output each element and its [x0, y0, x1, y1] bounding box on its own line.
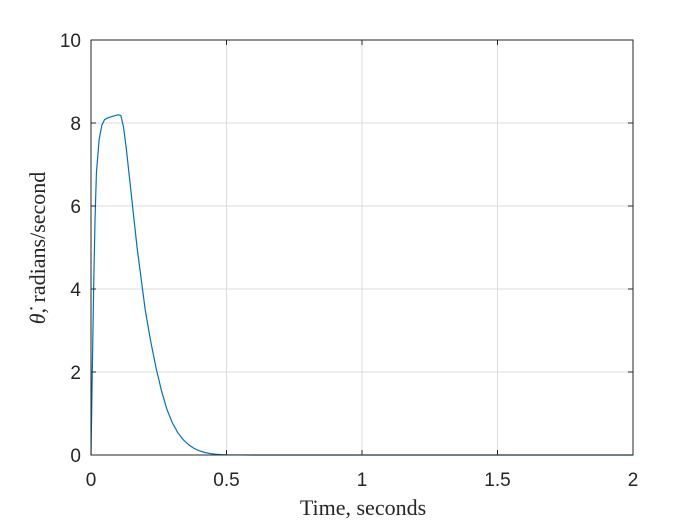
- y-tick-label: 2: [70, 363, 81, 384]
- y-axis-unit: , radians/second: [25, 172, 50, 314]
- ticks: [90, 39, 634, 456]
- x-tick-label: 1: [357, 470, 368, 491]
- x-tick-label: 1.5: [484, 470, 510, 491]
- y-axis-label: θ̇, radians/second: [25, 172, 50, 325]
- x-tick-label: 0.5: [213, 470, 239, 491]
- x-tick-label: 2: [628, 470, 639, 491]
- x-axis-label: Time, seconds: [300, 495, 426, 520]
- tick-labels: 0 0.5 1 1.5 2 0 2 4 6 8 10: [60, 31, 638, 491]
- y-tick-label: 8: [70, 114, 81, 135]
- y-tick-label: 10: [60, 31, 81, 52]
- y-tick-label: 0: [70, 446, 81, 467]
- y-tick-label: 4: [70, 280, 81, 301]
- y-tick-label: 6: [70, 197, 81, 218]
- x-tick-label: 0: [86, 470, 97, 491]
